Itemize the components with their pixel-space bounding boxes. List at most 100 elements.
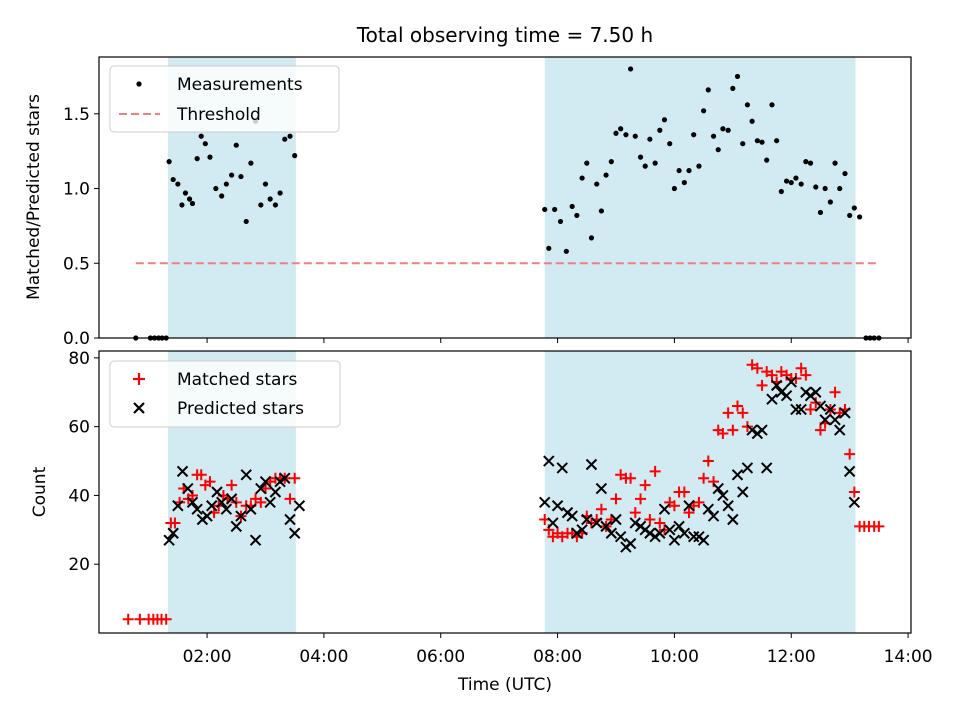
measurement-point (691, 132, 697, 138)
matched-star-point (708, 476, 720, 488)
bottom-y-tick-label: 80 (68, 349, 90, 369)
predicted-star-point (249, 534, 262, 546)
measurement-point (603, 172, 609, 178)
top-y-tick-label: 1.0 (63, 180, 90, 200)
matched-star-point (625, 472, 637, 484)
bottom-x-tick-label: 14:00 (884, 647, 933, 667)
measurement-point (769, 102, 775, 108)
predicted-star-point (293, 500, 306, 512)
matched-star-point (654, 517, 666, 529)
measurement-point (686, 167, 692, 174)
measurement-point (223, 181, 229, 187)
measurement-point (198, 133, 204, 139)
matched-star-point (678, 486, 690, 498)
matched-star-point (160, 613, 172, 625)
predicted-star-points (163, 376, 861, 553)
measurement-point (661, 117, 668, 123)
predicted-star-point (255, 482, 267, 495)
predicted-star-point (761, 462, 773, 474)
matched-star-point (814, 424, 826, 436)
predicted-star-point (206, 500, 218, 512)
measurement-point (207, 154, 213, 160)
top-shaded-interval-1 (544, 57, 856, 338)
measurement-point (594, 181, 600, 187)
predicted-star-point (245, 503, 257, 515)
matched-star-point (737, 407, 749, 419)
predicted-star-point (766, 393, 778, 405)
matched-star-point (683, 507, 695, 519)
predicted-star-point (172, 500, 184, 512)
top-y-tick-label: 1.5 (63, 105, 90, 125)
measurement-point (219, 193, 225, 199)
predicted-star-point (629, 517, 641, 529)
bottom-x-tick-label: 12:00 (767, 647, 816, 667)
predicted-star-point (215, 496, 228, 509)
predicted-star-point (576, 524, 588, 536)
matched-star-point (289, 472, 301, 484)
measurement-point (272, 202, 279, 208)
measurement-point (813, 184, 819, 190)
predicted-star-point (746, 424, 758, 436)
bottom-panel: 20 40 60 80 02:00 04:00 06:00 08:00 10:00 12:00 1… (30, 349, 933, 695)
measurement-point (292, 153, 298, 159)
matched-star-point (800, 369, 812, 381)
top-y-ticks: 0.0 0.5 1.0 1.5 (63, 105, 99, 349)
predicted-star-point (785, 376, 797, 388)
measurement-point (267, 196, 273, 202)
measurement-point (546, 245, 552, 251)
predicted-star-point (201, 510, 213, 522)
measurement-legend-marker (136, 81, 142, 87)
matched-star-point (186, 489, 198, 501)
measurement-point (213, 185, 219, 192)
matched-legend-marker (133, 373, 145, 385)
predicted-star-point (664, 524, 676, 536)
predicted-star-point (624, 537, 637, 550)
legend-label-predicted: Predicted stars (177, 399, 304, 419)
bottom-x-tick-label: 02:00 (183, 647, 232, 667)
matched-star-point (693, 496, 705, 508)
bottom-y-axis-label: Count (30, 466, 50, 517)
predicted-star-point (810, 386, 822, 398)
matched-star-point (169, 517, 181, 529)
predicted-star-point (163, 534, 175, 546)
measurement-point (725, 127, 731, 133)
matched-star-point (284, 493, 296, 505)
measurement-point (817, 209, 824, 216)
predicted-star-point (668, 534, 681, 546)
measurement-point (552, 206, 558, 213)
predicted-star-point (697, 534, 710, 546)
predicted-star-point (683, 500, 695, 512)
measurement-points (133, 66, 882, 341)
measurement-point (696, 163, 702, 169)
predicted-star-point (269, 486, 282, 498)
predicted-star-point (279, 472, 291, 484)
predicted-star-point (547, 517, 559, 529)
bottom-legend: Matched stars Predicted stars (109, 360, 341, 428)
measurement-point (710, 133, 717, 139)
measurement-point (774, 138, 780, 144)
predicted-star-point (605, 527, 618, 539)
matched-star-point (702, 455, 714, 467)
predicted-star-point (191, 503, 203, 515)
predicted-star-point (284, 513, 296, 526)
measurement-point (832, 160, 838, 166)
measurement-point (170, 176, 176, 183)
matched-star-point (829, 386, 841, 398)
measurement-point (778, 188, 784, 195)
matched-star-point (629, 507, 641, 519)
predicted-star-point (737, 486, 749, 498)
measurement-point (822, 185, 828, 192)
predicted-star-point (581, 513, 593, 526)
measurement-point (262, 181, 269, 187)
predicted-star-point (770, 379, 783, 392)
measurement-point (798, 181, 804, 187)
predicted-star-point (556, 462, 568, 474)
top-y-tick-label: 0.5 (63, 254, 90, 274)
measurement-point (282, 136, 288, 142)
measurement-point (579, 175, 585, 181)
measurement-point (764, 157, 770, 163)
measurement-point (681, 179, 687, 186)
top-legend-box (109, 65, 340, 133)
matched-star-point (756, 379, 768, 391)
